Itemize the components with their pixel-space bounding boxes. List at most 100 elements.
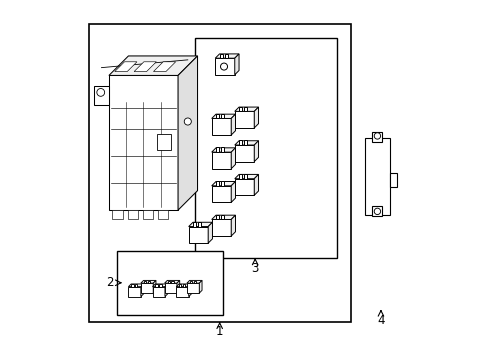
Bar xyxy=(195,38,336,258)
Bar xyxy=(128,287,141,297)
Bar xyxy=(234,145,254,162)
Bar xyxy=(117,251,223,315)
Polygon shape xyxy=(199,280,202,293)
Polygon shape xyxy=(211,181,235,186)
Bar xyxy=(244,107,247,111)
Bar xyxy=(239,107,242,111)
Bar xyxy=(221,215,224,220)
Polygon shape xyxy=(234,107,258,111)
Bar xyxy=(159,284,161,287)
Text: 1: 1 xyxy=(216,325,223,338)
Bar xyxy=(244,174,247,179)
Bar xyxy=(211,220,231,236)
Bar xyxy=(215,58,234,75)
Polygon shape xyxy=(164,280,180,283)
Bar xyxy=(244,140,247,145)
Bar xyxy=(193,281,196,283)
Bar xyxy=(211,186,231,202)
Polygon shape xyxy=(215,54,239,58)
Polygon shape xyxy=(254,141,258,162)
Bar xyxy=(189,281,192,283)
Polygon shape xyxy=(141,284,143,297)
Polygon shape xyxy=(211,148,235,152)
Text: 3: 3 xyxy=(251,261,258,275)
Bar xyxy=(176,287,188,297)
Bar xyxy=(216,215,219,220)
Polygon shape xyxy=(234,54,239,75)
Bar xyxy=(147,281,150,283)
Bar xyxy=(164,283,177,293)
Bar xyxy=(221,114,224,118)
Polygon shape xyxy=(211,215,235,220)
Polygon shape xyxy=(134,62,156,72)
Bar xyxy=(372,132,382,142)
Polygon shape xyxy=(128,284,143,287)
Text: 2: 2 xyxy=(105,276,113,289)
Circle shape xyxy=(373,133,380,139)
Polygon shape xyxy=(109,56,197,76)
Bar xyxy=(198,222,201,226)
Polygon shape xyxy=(115,62,137,72)
Circle shape xyxy=(184,118,191,125)
Bar xyxy=(152,287,164,297)
Bar xyxy=(167,281,169,283)
Polygon shape xyxy=(178,56,197,210)
Bar xyxy=(389,173,396,187)
Polygon shape xyxy=(176,284,191,287)
Bar xyxy=(142,210,153,219)
Polygon shape xyxy=(211,114,235,118)
Bar xyxy=(372,206,382,216)
Polygon shape xyxy=(231,215,235,236)
Bar xyxy=(239,174,242,179)
Bar xyxy=(188,226,208,243)
Bar xyxy=(94,86,109,105)
Bar xyxy=(234,111,254,128)
Polygon shape xyxy=(153,280,156,293)
Bar xyxy=(127,210,138,219)
Polygon shape xyxy=(164,284,167,297)
Polygon shape xyxy=(231,114,235,135)
Bar xyxy=(135,284,137,287)
Bar xyxy=(88,24,350,322)
Polygon shape xyxy=(188,222,212,226)
Bar xyxy=(216,114,219,118)
Bar xyxy=(221,181,224,186)
Polygon shape xyxy=(208,222,212,243)
Bar xyxy=(171,281,173,283)
Bar xyxy=(141,283,153,293)
Circle shape xyxy=(97,89,104,96)
Bar xyxy=(211,118,231,135)
Polygon shape xyxy=(177,280,180,293)
Bar xyxy=(364,138,389,215)
Polygon shape xyxy=(188,284,191,297)
Bar xyxy=(211,152,231,169)
Polygon shape xyxy=(153,62,175,72)
Bar xyxy=(143,281,146,283)
Bar xyxy=(183,284,185,287)
Bar xyxy=(157,134,170,149)
Polygon shape xyxy=(152,284,167,287)
Bar xyxy=(216,148,219,152)
Polygon shape xyxy=(234,141,258,145)
Bar xyxy=(221,148,224,152)
Bar xyxy=(234,179,254,195)
Bar xyxy=(112,210,122,219)
Circle shape xyxy=(220,63,227,70)
Bar xyxy=(219,54,222,58)
Bar xyxy=(239,140,242,145)
Polygon shape xyxy=(254,174,258,195)
Bar xyxy=(179,284,181,287)
Polygon shape xyxy=(231,181,235,202)
Bar xyxy=(131,284,133,287)
Bar xyxy=(224,54,227,58)
Bar xyxy=(155,284,158,287)
Text: 4: 4 xyxy=(376,314,384,327)
Polygon shape xyxy=(254,107,258,128)
Bar xyxy=(109,76,178,210)
Bar xyxy=(158,210,168,219)
Polygon shape xyxy=(231,148,235,169)
Polygon shape xyxy=(234,174,258,179)
Bar xyxy=(186,283,199,293)
Bar xyxy=(216,181,219,186)
Circle shape xyxy=(373,208,380,215)
